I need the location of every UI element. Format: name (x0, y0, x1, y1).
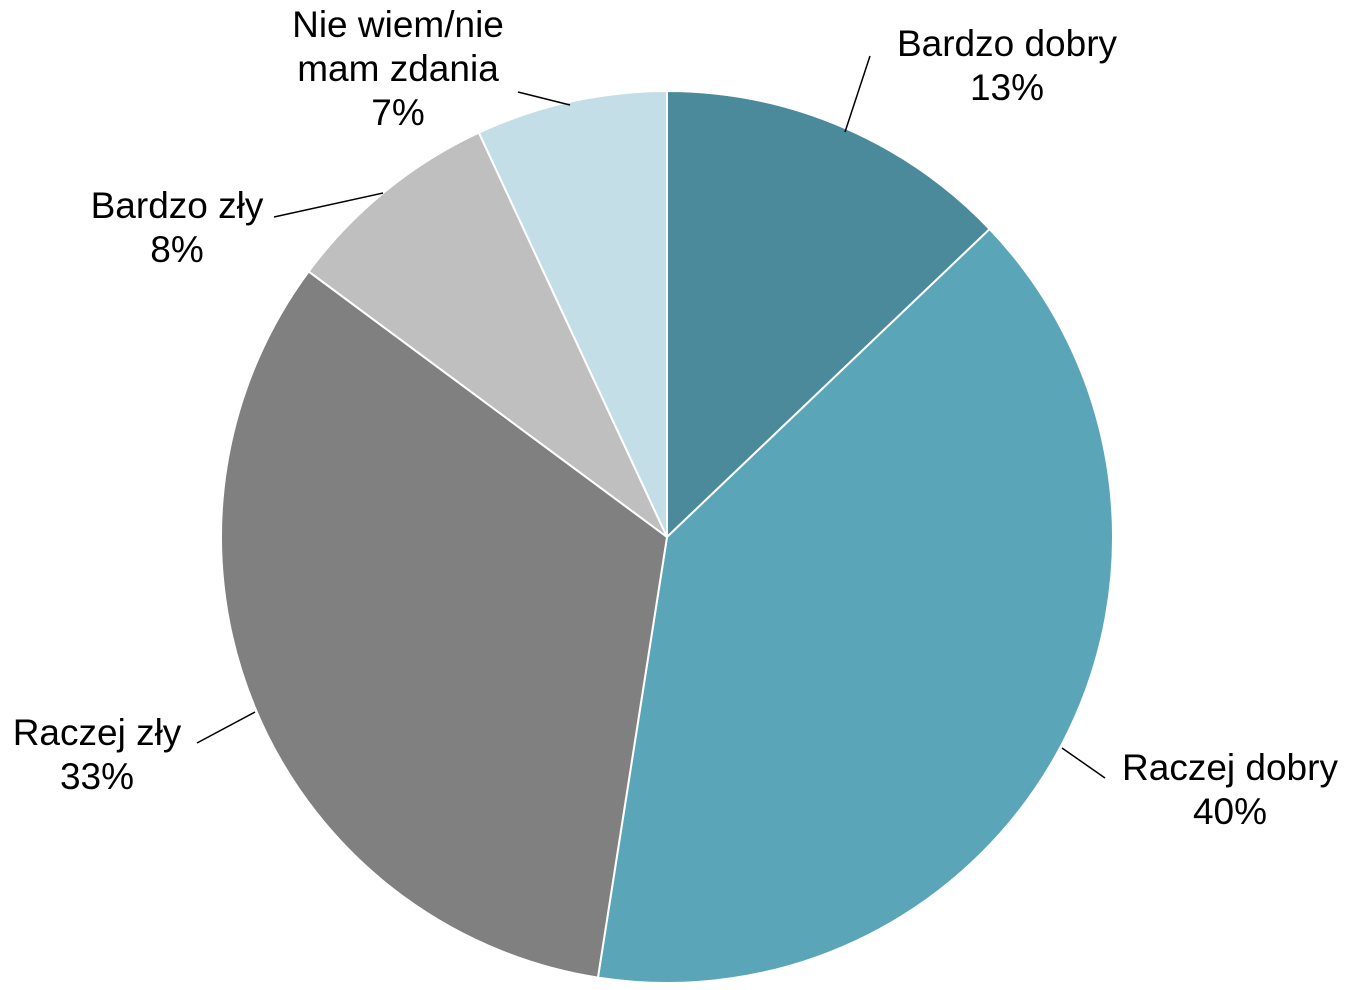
data-label-bardzo-dobry: Bardzo dobry 13% (897, 23, 1118, 108)
pie-slice-bardzo-zly (307, 131, 668, 538)
data-label-bardzo-zly: Bardzo zły 8% (91, 185, 264, 270)
leader-line-raczej-dobry (1061, 747, 1106, 779)
pie-slices (220, 89, 1114, 985)
data-label-category: Nie wiem/nie (292, 4, 504, 45)
data-label-nie-wiem-nie-mam-zdania: Nie wiem/nie mam zdania 7% (292, 4, 504, 133)
leader-line-raczej-zly (196, 711, 256, 744)
pie-slice-bardzo-dobry (666, 89, 992, 540)
data-label-value: 8% (150, 229, 203, 270)
data-label-category: Raczej zły (13, 712, 182, 753)
leader-line-bardzo-zly (273, 192, 384, 218)
data-label-raczej-dobry: Raczej dobry 40% (1122, 747, 1338, 832)
data-label-category: Bardzo zły (91, 185, 264, 226)
data-label-category: mam zdania (297, 48, 499, 89)
pie-slice-nie-wiem-nie-mam-zdania (477, 89, 668, 538)
pie-slice-raczej-zly (220, 270, 669, 979)
data-label-raczej-zly: Raczej zły 33% (13, 712, 182, 797)
data-label-value: 33% (60, 756, 134, 797)
data-label-category: Raczej dobry (1122, 747, 1338, 788)
pie-slice-raczej-dobry (596, 227, 1114, 985)
leader-line-nie-wiem-nie-mam-zdania (517, 91, 571, 106)
leader-line-bardzo-dobry (844, 55, 871, 133)
data-labels: Bardzo dobry 13% Raczej dobry 40% Raczej zły… (13, 4, 1339, 832)
data-label-value: 7% (371, 92, 424, 133)
data-label-category: Bardzo dobry (897, 23, 1118, 64)
data-label-value: 40% (1193, 791, 1267, 832)
leader-lines (196, 55, 1106, 779)
data-label-value: 13% (970, 67, 1044, 108)
